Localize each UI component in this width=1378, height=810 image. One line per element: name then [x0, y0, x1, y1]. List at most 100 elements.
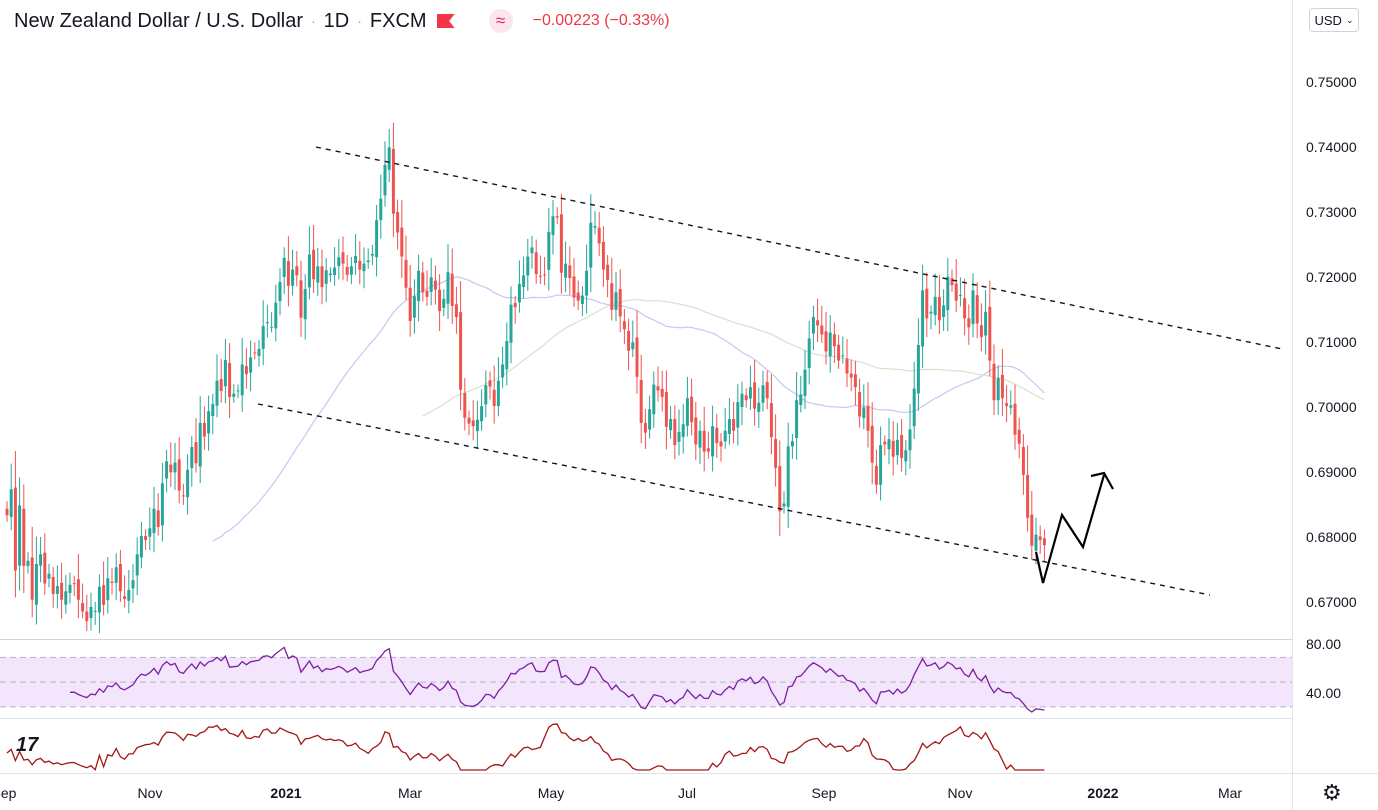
candle: [328, 267, 332, 282]
candle: [417, 254, 421, 322]
time-tick-label: Jul: [678, 785, 696, 801]
candle: [551, 199, 555, 255]
candle: [463, 378, 467, 431]
candle: [555, 207, 559, 225]
candle: [194, 418, 198, 473]
candle: [207, 395, 211, 451]
interval-label[interactable]: 1D: [323, 9, 350, 32]
candle: [702, 406, 706, 472]
candle: [778, 440, 782, 536]
candle: [664, 370, 668, 450]
candle: [295, 251, 299, 287]
candle: [488, 371, 492, 400]
candle: [1017, 417, 1021, 459]
candle: [43, 533, 47, 595]
candle: [501, 346, 505, 388]
candle: [22, 484, 26, 593]
currency-dropdown[interactable]: USD ⌄: [1309, 8, 1359, 32]
currency-label: USD: [1314, 12, 1342, 28]
price-tick-label: 0.73000: [1306, 204, 1357, 220]
candle: [530, 235, 534, 269]
candle: [568, 246, 572, 295]
upper-channel-line: [315, 146, 1283, 350]
candle: [950, 269, 954, 292]
candle: [958, 277, 962, 307]
candle: [198, 396, 202, 484]
candle: [253, 342, 257, 360]
candle: [375, 205, 379, 277]
candle: [757, 387, 761, 429]
time-tick-label: 2022: [1087, 785, 1119, 801]
candle: [979, 303, 983, 352]
candle: [438, 274, 442, 332]
candle: [1030, 490, 1034, 560]
candle: [648, 395, 652, 439]
candle: [975, 282, 979, 339]
candle: [971, 273, 975, 338]
candle: [152, 486, 156, 553]
candle: [110, 568, 114, 595]
candle: [337, 239, 341, 280]
candle: [320, 249, 324, 305]
candle: [685, 376, 689, 437]
candle: [698, 420, 702, 465]
price-tick-label: 0.72000: [1306, 269, 1357, 285]
candle: [236, 384, 240, 399]
candle: [135, 537, 139, 596]
candle: [425, 270, 429, 306]
candle: [1026, 445, 1030, 532]
candle: [534, 239, 538, 284]
candle: [26, 552, 30, 574]
candle: [761, 370, 765, 412]
candle: [963, 278, 967, 336]
candle: [366, 248, 370, 269]
gear-icon[interactable]: ⚙: [1322, 780, 1342, 805]
candle: [1021, 434, 1025, 495]
candle: [400, 200, 404, 278]
separator-dot: ·: [357, 13, 362, 29]
candle: [547, 207, 551, 291]
candle: [186, 454, 190, 515]
candle: [576, 280, 580, 311]
candle: [51, 566, 55, 608]
candle: [244, 348, 248, 389]
candle: [1000, 348, 1004, 416]
candle: [270, 312, 274, 333]
candle: [597, 212, 601, 256]
symbol-title[interactable]: New Zealand Dollar / U.S. Dollar: [14, 9, 303, 32]
tradingview-logo-icon[interactable]: 17: [16, 734, 39, 756]
candle: [824, 311, 828, 365]
candle: [740, 381, 744, 426]
candle: [97, 574, 101, 634]
candle: [883, 435, 887, 456]
candle: [433, 265, 437, 305]
candle: [681, 403, 685, 454]
candle: [223, 338, 227, 404]
candle: [169, 442, 173, 487]
candle: [795, 372, 799, 460]
candle: [643, 408, 647, 449]
price-tick-label: 0.68000: [1306, 529, 1357, 545]
candle: [866, 382, 870, 448]
candle: [278, 268, 282, 316]
candle: [18, 477, 22, 591]
candle: [631, 320, 635, 358]
candle: [895, 423, 899, 465]
candle: [589, 194, 593, 293]
candle: [39, 536, 43, 583]
candle: [1013, 384, 1017, 450]
time-tick-label: May: [537, 785, 565, 801]
candle: [450, 248, 454, 325]
price-tick-label: 0.69000: [1306, 464, 1357, 480]
candle: [559, 193, 563, 294]
candle: [123, 575, 127, 608]
approx-icon[interactable]: ≈: [488, 9, 513, 33]
candle: [837, 334, 841, 369]
candle: [719, 432, 723, 462]
candle: [232, 384, 236, 403]
candle: [572, 258, 576, 307]
candle: [828, 315, 832, 373]
candle: [480, 389, 484, 431]
candle: [89, 592, 93, 631]
